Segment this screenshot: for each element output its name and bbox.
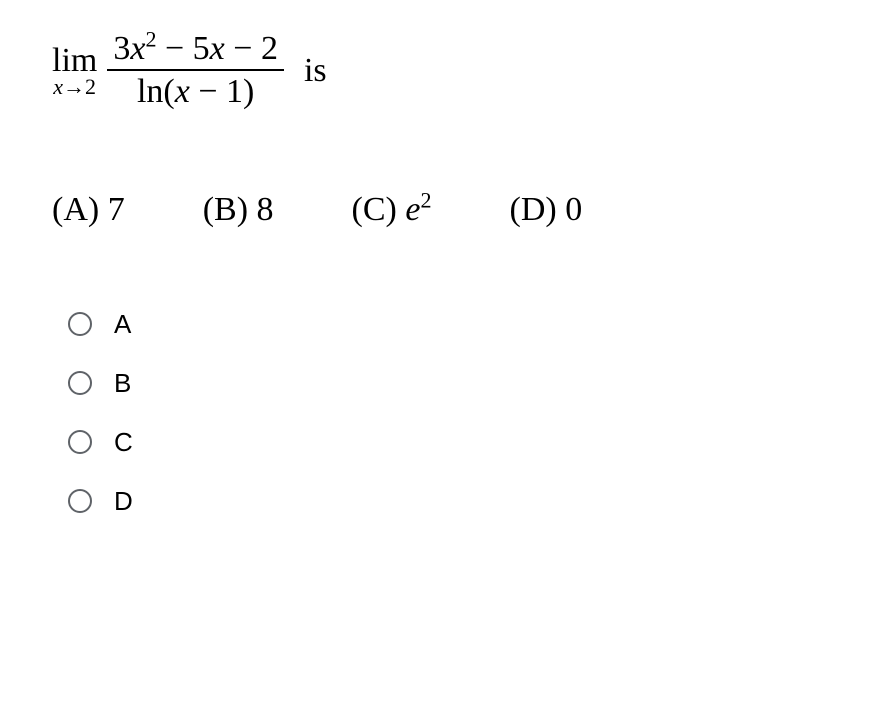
fraction: 3x2 − 5x − 2 ln(x − 1) [107,30,284,111]
choice-a: (A) 7 [52,191,125,229]
question-container: lim x→2 3x2 − 5x − 2 ln(x − 1) is (A) 7 [0,0,880,547]
radio-label-d: D [114,486,133,517]
radio-icon [68,430,92,454]
den-fn: ln( [137,73,175,110]
limit-sub-arrow: → [63,74,85,99]
radio-option-b[interactable]: B [68,368,840,399]
choice-d-value: 0 [557,191,583,228]
choice-c-exp: 2 [420,187,431,212]
trail-text: is [304,52,327,89]
choice-c-base: e [405,191,420,228]
num-op2: − 2 [225,30,278,67]
num-coeff1: 3 [113,30,130,67]
choice-d: (D) 0 [510,191,583,229]
answer-choices-row: (A) 7 (B) 8 (C) e2 (D) 0 [52,191,840,229]
choice-b-value: 8 [248,191,274,228]
limit-expression: lim x→2 3x2 − 5x − 2 ln(x − 1) is [52,30,840,111]
radio-option-list: A B C D [52,309,840,517]
num-pow1: 2 [145,27,156,52]
radio-icon [68,312,92,336]
radio-label-a: A [114,309,131,340]
limit-sub-val: 2 [85,74,96,99]
radio-label-c: C [114,427,133,458]
num-op1: − 5 [156,30,209,67]
choice-a-label: (A) [52,191,99,228]
choice-b-label: (B) [203,191,248,228]
den-var: x [175,73,190,110]
radio-option-a[interactable]: A [68,309,840,340]
choice-c-label: (C) [352,191,397,228]
choice-d-label: (D) [510,191,557,228]
radio-icon [68,371,92,395]
choice-b: (B) 8 [203,191,274,229]
numerator: 3x2 − 5x − 2 [107,30,284,67]
fraction-bar [107,69,284,71]
radio-option-c[interactable]: C [68,427,840,458]
radio-icon [68,489,92,513]
num-var2: x [210,30,225,67]
denominator: ln(x − 1) [131,73,260,110]
num-var1: x [130,30,145,67]
choice-a-value: 7 [99,191,125,228]
limit-sub-var: x [53,74,63,99]
limit-subscript: x→2 [53,75,96,99]
choice-c: (C) e2 [352,191,432,229]
radio-option-d[interactable]: D [68,486,840,517]
radio-label-b: B [114,368,131,399]
limit-stack: lim x→2 [52,42,97,100]
den-rest: − 1) [190,73,255,110]
limit-wrap: lim x→2 3x2 − 5x − 2 ln(x − 1) is [52,30,327,111]
